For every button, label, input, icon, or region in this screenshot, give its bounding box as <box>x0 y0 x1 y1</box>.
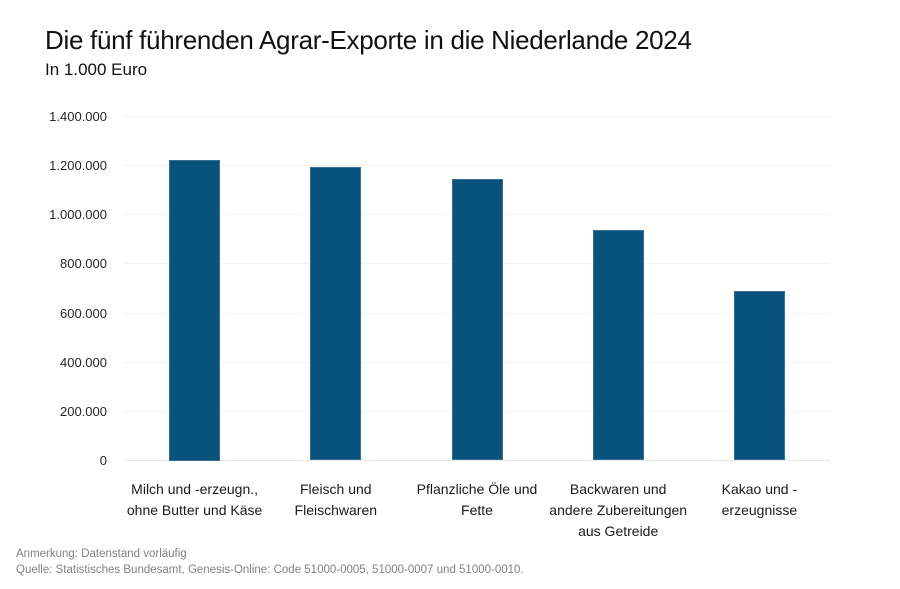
y-tick-label: 1.200.000 <box>49 158 107 174</box>
x-category-label: Fleisch und Fleischwaren <box>294 480 378 518</box>
x-category-label: Kakao und - erzeugnisse <box>721 480 798 518</box>
bar <box>592 229 644 461</box>
y-tick-label: 0 <box>99 453 107 468</box>
gridline <box>124 116 830 117</box>
gridline <box>124 165 830 167</box>
x-category-label: Backwaren und andere Zubereitungen aus G… <box>549 480 688 539</box>
bar <box>451 179 503 461</box>
note-text: Anmerkung: Datenstand vorläufig <box>16 548 187 560</box>
source-text: Quelle: Statistisches Bundesamt, Genesis… <box>16 563 524 576</box>
x-axis-baseline <box>124 460 830 461</box>
y-tick-label: 1.400.000 <box>49 109 107 124</box>
bar <box>169 159 221 461</box>
chart-title: Die fünf führenden Agrar-Exporte in die … <box>45 25 692 55</box>
x-category-label: Milch und -erzeugn., ohne Butter und Käs… <box>126 480 263 518</box>
chart-subtitle: In 1.000 Euro <box>45 60 148 79</box>
y-tick-label: 600.000 <box>60 305 107 321</box>
bar <box>733 290 785 461</box>
y-tick-label: 400.000 <box>60 354 107 370</box>
y-tick-label: 200.000 <box>60 403 107 419</box>
x-category-label: Pflanzliche Öle und Fette <box>416 480 538 518</box>
y-tick-label: 1.000.000 <box>49 207 107 223</box>
bar <box>310 166 362 461</box>
chart-footnotes: Anmerkung: Datenstand vorläufig Quelle: … <box>16 547 524 578</box>
y-tick-label: 800.000 <box>60 256 107 272</box>
